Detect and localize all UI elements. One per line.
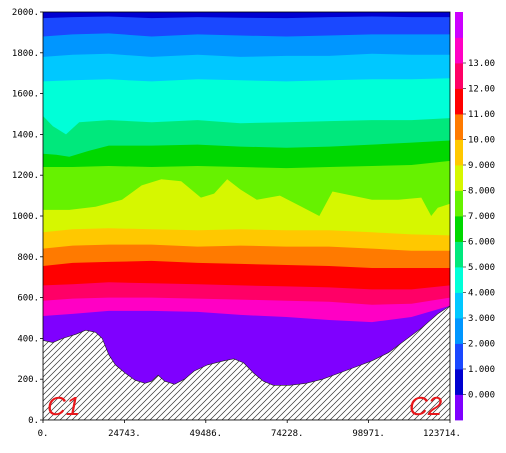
y-tick-label: 1800. — [12, 49, 39, 59]
colorbar-label: 13.00 — [468, 59, 495, 69]
y-axis: 0. 200. 400. 600. 800. 1000. 1200. 1400. 1600. 18… — [12, 8, 43, 426]
x-tick-label: 123714. — [423, 429, 461, 439]
colorbar-swatch — [455, 394, 463, 421]
colorbar-swatch — [455, 139, 463, 166]
y-tick-label: 400. — [17, 334, 39, 344]
x-tick-label: 24743. — [108, 429, 141, 439]
x-axis: 0. 24743. 49486. 74228. 98971. 123714. — [38, 420, 461, 439]
colorbar-swatch — [455, 88, 463, 115]
y-tick-label: 200. — [17, 375, 39, 385]
colorbar-label: 7.000 — [468, 212, 495, 222]
colorbar-swatch — [455, 37, 463, 64]
colorbar-swatch — [455, 12, 463, 38]
y-tick-label: 1600. — [12, 90, 39, 100]
x-tick-label: 98971. — [352, 429, 385, 439]
colorbar-swatch — [455, 343, 463, 370]
y-tick-label: 800. — [17, 253, 39, 263]
colorbar-swatch — [455, 114, 463, 140]
colorbar-label: 6.000 — [468, 238, 495, 248]
x-tick-label: 0. — [38, 429, 49, 439]
annotation-c2: C2 — [409, 391, 443, 421]
colorbar-label: 4.000 — [468, 289, 495, 299]
colorbar-label: 5.000 — [468, 263, 495, 273]
colorbar-label: 11.00 — [468, 110, 495, 120]
colorbar-swatch — [455, 369, 463, 395]
annotation-c1: C1 — [47, 391, 80, 421]
colorbar-swatch — [455, 216, 463, 242]
colorbar-swatch — [455, 292, 463, 319]
y-tick-label: 0. — [28, 416, 39, 426]
colorbar-swatch — [455, 267, 463, 293]
colorbar-label: 1.000 — [468, 365, 495, 375]
colorbar-label: 9.000 — [468, 161, 495, 171]
colorbar-swatch — [455, 241, 463, 268]
x-tick-label: 74228. — [271, 429, 304, 439]
colorbar-swatch — [455, 63, 463, 89]
y-tick-label: 2000. — [12, 8, 39, 18]
colorbar-swatch — [455, 165, 463, 191]
colorbar-swatch — [455, 318, 463, 344]
colorbar-label: 10.00 — [468, 136, 495, 146]
colorbar-label: 12.00 — [468, 85, 495, 95]
x-tick-label: 49486. — [190, 429, 223, 439]
y-tick-label: 600. — [17, 294, 39, 304]
contour-band-0 — [43, 12, 450, 19]
colorbar-swatch — [455, 190, 463, 217]
y-tick-label: 1400. — [12, 130, 39, 140]
colorbar-label: 0.000 — [468, 391, 495, 401]
colorbar-label: 3.000 — [468, 314, 495, 324]
plot-area — [43, 12, 450, 420]
colorbar-label: 8.000 — [468, 187, 495, 197]
terrain-hatch — [43, 305, 450, 420]
y-tick-label: 1000. — [12, 212, 39, 222]
colorbar: 0.000 1.000 2.000 3.000 4.000 5.000 6.000 7.000… — [455, 12, 495, 421]
y-tick-label: 1200. — [12, 171, 39, 181]
contour-band-1 — [43, 12, 450, 37]
colorbar-label: 2.000 — [468, 340, 495, 350]
